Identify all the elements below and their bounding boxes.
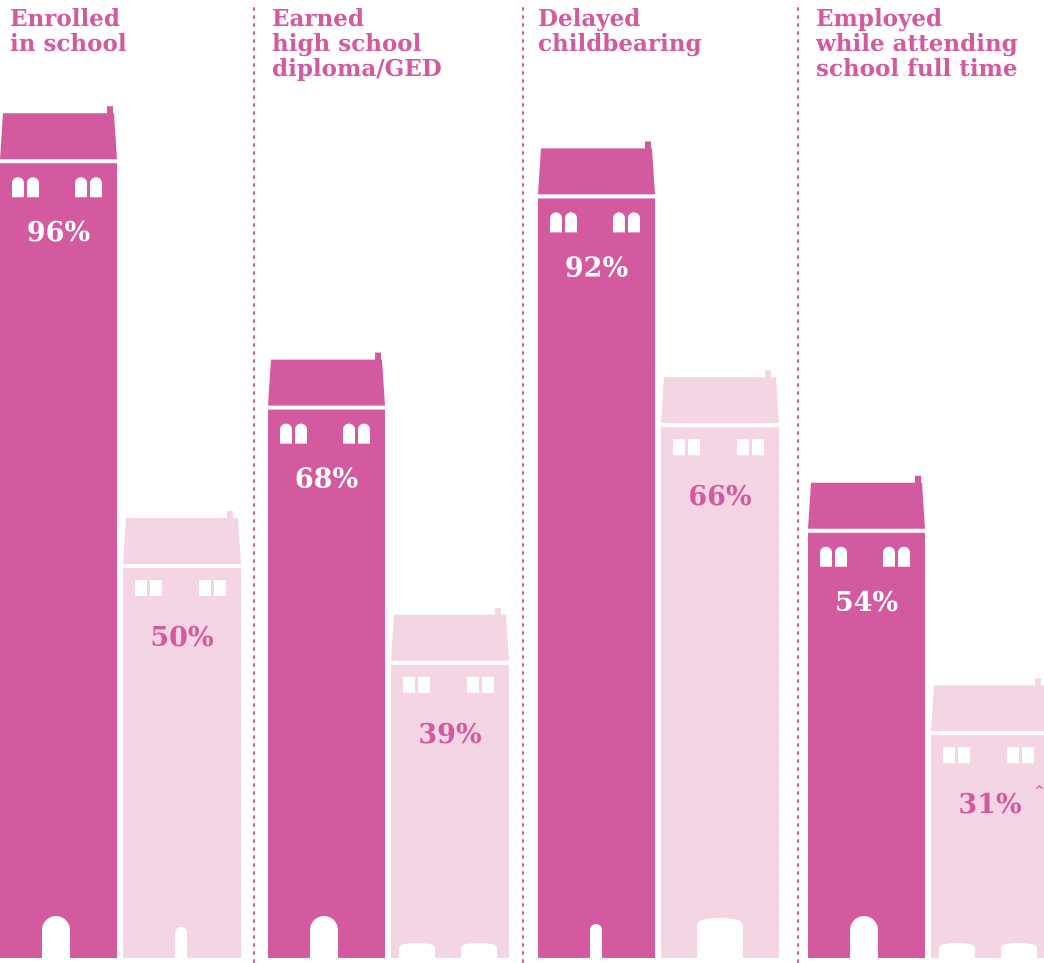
bar-roof <box>661 377 779 424</box>
window-icon <box>418 676 430 693</box>
door-icon <box>42 916 70 958</box>
window-icon <box>688 439 700 456</box>
window-icon <box>214 580 226 596</box>
secondary-bar-3: 66% <box>661 370 779 958</box>
door-icon <box>461 943 497 958</box>
window-icon <box>358 423 370 444</box>
window-icon <box>467 676 479 693</box>
chimney-icon <box>915 475 921 488</box>
bar-roof <box>391 614 509 661</box>
bar-roof <box>0 113 117 160</box>
secondary-bar-2: 39% <box>391 607 509 958</box>
category-label-1: Enrolled in school <box>10 5 127 57</box>
window-icon <box>27 177 39 198</box>
window-icon <box>482 676 494 693</box>
window-icon <box>565 212 577 233</box>
primary-bar-1: 96% <box>0 106 117 958</box>
value-label: 31% <box>958 789 1021 820</box>
chimney-icon <box>107 106 113 119</box>
secondary-bar-1: 50% <box>123 511 241 958</box>
bar-body <box>391 664 509 958</box>
window-icon <box>343 423 355 444</box>
door-icon <box>175 927 187 958</box>
window-icon <box>943 747 955 764</box>
window-icon <box>135 580 147 596</box>
value-label: 54% <box>835 587 898 618</box>
bar-roof <box>268 359 385 406</box>
value-label: 39% <box>418 719 481 750</box>
door-icon <box>850 916 878 958</box>
value-label: 66% <box>688 481 751 512</box>
value-label: 50% <box>150 622 213 653</box>
window-icon <box>883 546 895 567</box>
window-icon <box>550 212 562 233</box>
chimney-icon <box>765 370 771 383</box>
window-icon <box>820 546 832 567</box>
category-label-3: Delayed childbearing <box>538 5 702 57</box>
window-icon <box>150 580 162 596</box>
bar-body <box>661 427 779 958</box>
window-icon <box>1022 747 1034 764</box>
window-icon <box>90 177 102 198</box>
primary-bar-2: 68% <box>268 352 385 959</box>
value-label: 92% <box>565 252 628 283</box>
category-label-4: Employed while attending school full tim… <box>816 5 1018 82</box>
bar-body <box>0 163 117 958</box>
bar-body <box>808 532 925 958</box>
bar-roof <box>538 148 655 195</box>
door-icon <box>697 918 743 958</box>
door-icon <box>939 943 975 958</box>
secondary-bar-4: 31% ^ <box>931 678 1044 958</box>
value-label: 96% <box>27 217 90 248</box>
door-icon <box>590 924 602 958</box>
window-icon <box>12 177 24 198</box>
chimney-icon <box>1035 678 1041 691</box>
chimney-icon <box>227 511 233 523</box>
window-icon <box>958 747 970 764</box>
window-icon <box>1007 747 1019 764</box>
bar-body <box>538 198 655 958</box>
window-icon <box>752 439 764 456</box>
door-icon <box>1001 943 1037 958</box>
window-icon <box>613 212 625 233</box>
window-icon <box>737 439 749 456</box>
window-icon <box>199 580 211 596</box>
primary-bar-3: 92% <box>538 141 655 958</box>
door-icon <box>399 943 435 958</box>
door-icon <box>310 916 338 958</box>
window-icon <box>295 423 307 444</box>
window-icon <box>835 546 847 567</box>
window-icon <box>628 212 640 233</box>
chimney-icon <box>645 141 651 154</box>
primary-bar-4: 54% <box>808 475 925 958</box>
bar-roof <box>808 482 925 529</box>
window-icon <box>673 439 685 456</box>
window-icon <box>280 423 292 444</box>
value-label: 68% <box>295 464 358 495</box>
bar-roof <box>931 685 1044 732</box>
chimney-icon <box>375 352 381 365</box>
footnote-mark: ^ <box>1034 784 1044 799</box>
chimney-icon <box>495 607 501 620</box>
window-icon <box>403 676 415 693</box>
bar-body <box>123 568 241 958</box>
bar-body <box>268 409 385 959</box>
window-icon <box>898 546 910 567</box>
bar-roof <box>123 518 241 564</box>
bar-body <box>931 735 1044 958</box>
window-icon <box>75 177 87 198</box>
category-label-2: Earned high school diploma/GED <box>272 5 442 82</box>
